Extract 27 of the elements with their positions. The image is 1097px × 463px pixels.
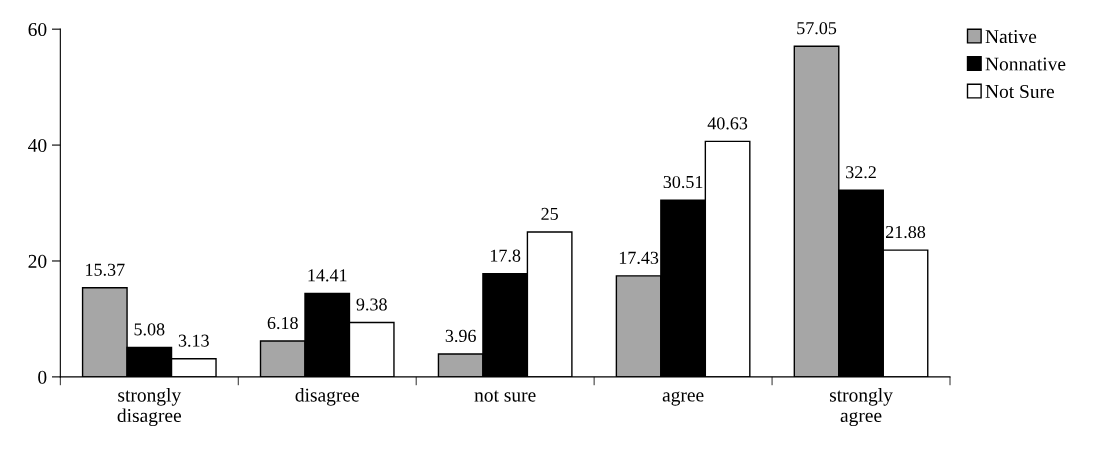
y-tick-label: 60 xyxy=(28,22,47,37)
data-label: 6.18 xyxy=(267,316,298,330)
data-label: 40.63 xyxy=(707,117,748,130)
data-label: 3.96 xyxy=(445,329,476,343)
data-label: 32.2 xyxy=(846,166,876,179)
data-label: 30.51 xyxy=(663,175,703,189)
data-label: 9.38 xyxy=(356,298,387,311)
data-label: 15.37 xyxy=(86,263,125,276)
data-label: 57.05 xyxy=(797,22,837,35)
data-label: 3.13 xyxy=(178,334,209,347)
x-tick-label: agree xyxy=(662,391,704,406)
x-tick-label: not sure xyxy=(474,390,536,402)
x-tick-label: strongly agree xyxy=(829,387,893,427)
x-tick-label: disagree xyxy=(295,387,359,406)
data-label: 5.08 xyxy=(134,323,165,336)
legend-label: Nonnative xyxy=(985,57,1066,71)
y-tick-label: 40 xyxy=(28,138,47,153)
y-tick-label: 20 xyxy=(28,254,47,268)
data-label: 14.41 xyxy=(308,269,347,282)
legend-label: Native xyxy=(985,30,1037,44)
legend-label: Not Sure xyxy=(985,84,1054,99)
x-tick-label: strongly disagree xyxy=(117,387,182,427)
data-label: 25 xyxy=(541,207,558,220)
y-tick-label: 0 xyxy=(38,370,47,384)
data-label: 17.43 xyxy=(619,251,659,264)
data-label: 21.88 xyxy=(886,225,926,239)
data-label: 17.8 xyxy=(490,249,521,262)
